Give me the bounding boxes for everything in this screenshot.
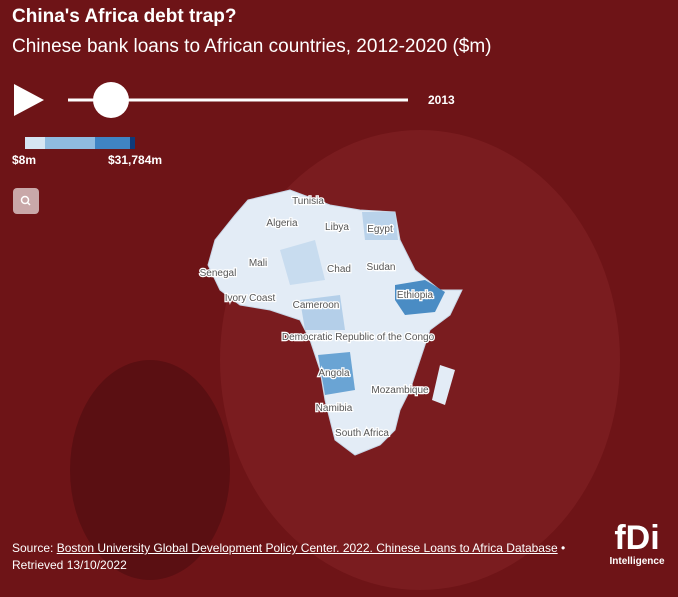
country-label: Mozambique xyxy=(371,385,429,396)
logo: fDi Intelligence xyxy=(604,520,670,567)
year-label: 2013 xyxy=(428,93,455,107)
egypt-region xyxy=(362,212,398,240)
logo-brand: fDi xyxy=(614,519,660,557)
cameroon-region xyxy=(300,295,345,330)
country-label: Algeria xyxy=(266,218,298,229)
play-button[interactable] xyxy=(14,84,44,116)
country-label: Libya xyxy=(325,222,349,233)
title: China's Africa debt trap? xyxy=(12,6,237,27)
legend-min: $8m xyxy=(12,153,37,167)
country-label: Democratic Republic of the Congo xyxy=(282,332,435,343)
country-label: Tunisia xyxy=(292,196,324,207)
search-button[interactable] xyxy=(13,188,39,214)
search-icon xyxy=(20,195,31,206)
country-label: Ethiopia xyxy=(397,290,434,301)
country-label: Sudan xyxy=(367,262,396,273)
country-label: Egypt xyxy=(367,224,393,235)
angola-region xyxy=(318,352,355,395)
country-label: Namibia xyxy=(316,403,353,414)
legend-swatch xyxy=(95,137,130,149)
ethiopia-region xyxy=(395,280,445,315)
source-prefix: Source: xyxy=(12,541,54,555)
country-label: Chad xyxy=(327,264,351,275)
country-label: South Africa xyxy=(335,428,389,439)
country-label: Mali xyxy=(249,258,267,269)
slider-knob[interactable] xyxy=(93,82,129,118)
footer: Source: Boston University Global Develop… xyxy=(12,540,612,574)
subtitle: Chinese bank loans to African countries,… xyxy=(12,36,492,57)
country-label: Cameroon xyxy=(293,300,340,311)
legend-swatch xyxy=(25,137,45,149)
country-label: Ivory Coast xyxy=(225,293,276,304)
source-link[interactable]: Boston University Global Development Pol… xyxy=(56,541,558,555)
legend-max: $31,784m xyxy=(108,153,163,167)
madagascar xyxy=(432,365,455,405)
legend-swatch xyxy=(45,137,95,149)
retrieved: Retrieved 13/10/2022 xyxy=(12,558,127,572)
separator: • xyxy=(561,541,566,555)
mali-region xyxy=(280,240,325,285)
background-figure xyxy=(70,360,230,580)
logo-tagline: Intelligence xyxy=(609,556,665,567)
legend-swatch xyxy=(130,137,135,149)
country-label: Angola xyxy=(318,368,350,379)
country-label: Senegal xyxy=(200,268,237,279)
